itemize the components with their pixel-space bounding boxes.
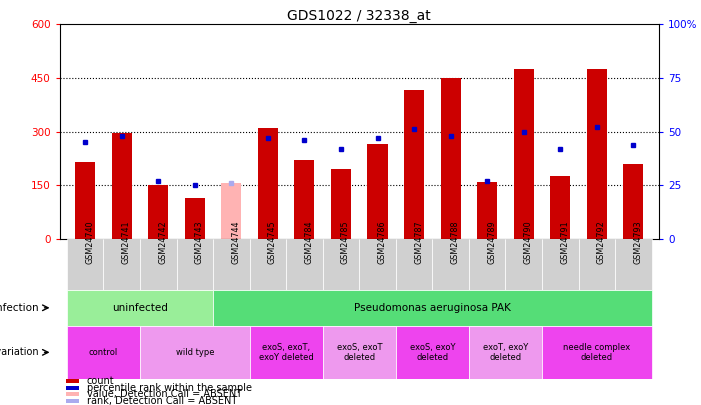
Text: GSM24785: GSM24785	[341, 221, 350, 264]
Bar	[66, 399, 79, 403]
Bar	[322, 239, 360, 290]
Bar	[469, 326, 542, 379]
Text: wild type: wild type	[175, 348, 214, 357]
Text: GSM24742: GSM24742	[158, 221, 168, 264]
Bar	[587, 69, 607, 239]
Bar	[514, 69, 533, 239]
Bar	[359, 239, 396, 290]
Text: GSM24745: GSM24745	[268, 221, 277, 264]
Bar	[66, 386, 79, 390]
Bar	[542, 239, 578, 290]
Bar	[213, 290, 652, 326]
Bar	[550, 176, 571, 239]
Bar	[66, 392, 79, 396]
Text: needle complex
deleted: needle complex deleted	[563, 343, 630, 362]
Text: GSM24740: GSM24740	[85, 221, 94, 264]
Bar	[505, 239, 542, 290]
Bar	[578, 239, 615, 290]
Bar	[623, 164, 644, 239]
Text: rank, Detection Call = ABSENT: rank, Detection Call = ABSENT	[86, 396, 237, 405]
Text: GSM24790: GSM24790	[524, 221, 533, 264]
Text: Pseudomonas aeruginosa PAK: Pseudomonas aeruginosa PAK	[354, 303, 511, 313]
Bar	[185, 198, 205, 239]
Bar	[477, 182, 497, 239]
Bar	[75, 162, 95, 239]
Bar	[111, 133, 132, 239]
Bar	[140, 326, 250, 379]
Text: GSM24788: GSM24788	[451, 221, 460, 264]
Text: count: count	[86, 376, 114, 386]
Bar	[396, 326, 469, 379]
Text: GSM24791: GSM24791	[560, 221, 569, 264]
Bar	[367, 144, 388, 239]
Text: GSM24789: GSM24789	[487, 221, 496, 264]
Bar	[331, 169, 351, 239]
Bar	[67, 290, 213, 326]
Bar	[542, 326, 652, 379]
Text: infection: infection	[0, 303, 39, 313]
Bar	[440, 78, 461, 239]
Text: exoT, exoY
deleted: exoT, exoY deleted	[483, 343, 528, 362]
Text: GSM24744: GSM24744	[231, 221, 240, 264]
Text: GSM24743: GSM24743	[195, 221, 204, 264]
Bar	[396, 239, 433, 290]
Title: GDS1022 / 32338_at: GDS1022 / 32338_at	[287, 9, 431, 23]
Bar	[250, 239, 286, 290]
Text: GSM24741: GSM24741	[122, 221, 130, 264]
Bar	[294, 160, 315, 239]
Bar	[177, 239, 213, 290]
Text: GSM24787: GSM24787	[414, 221, 423, 264]
Text: exoS, exoY
deleted: exoS, exoY deleted	[409, 343, 455, 362]
Bar	[104, 239, 140, 290]
Bar	[258, 128, 278, 239]
Text: GSM24786: GSM24786	[378, 221, 386, 264]
Bar	[67, 326, 140, 379]
Bar	[615, 239, 652, 290]
Text: GSM24784: GSM24784	[304, 221, 313, 264]
Text: control: control	[89, 348, 118, 357]
Bar	[213, 239, 250, 290]
Bar	[250, 326, 322, 379]
Bar	[433, 239, 469, 290]
Text: exoS, exoT,
exoY deleted: exoS, exoT, exoY deleted	[259, 343, 313, 362]
Text: percentile rank within the sample: percentile rank within the sample	[86, 383, 252, 393]
Bar	[140, 239, 177, 290]
Bar	[469, 239, 505, 290]
Text: GSM24793: GSM24793	[634, 221, 642, 264]
Bar	[404, 90, 424, 239]
Text: uninfected: uninfected	[112, 303, 168, 313]
Bar	[67, 239, 104, 290]
Bar	[322, 326, 396, 379]
Bar	[222, 183, 241, 239]
Text: genotype/variation: genotype/variation	[0, 347, 39, 357]
Bar	[66, 379, 79, 383]
Bar	[148, 185, 168, 239]
Text: exoS, exoT
deleted: exoS, exoT deleted	[336, 343, 382, 362]
Text: value, Detection Call = ABSENT: value, Detection Call = ABSENT	[86, 389, 242, 399]
Bar	[286, 239, 322, 290]
Text: GSM24792: GSM24792	[597, 220, 606, 264]
